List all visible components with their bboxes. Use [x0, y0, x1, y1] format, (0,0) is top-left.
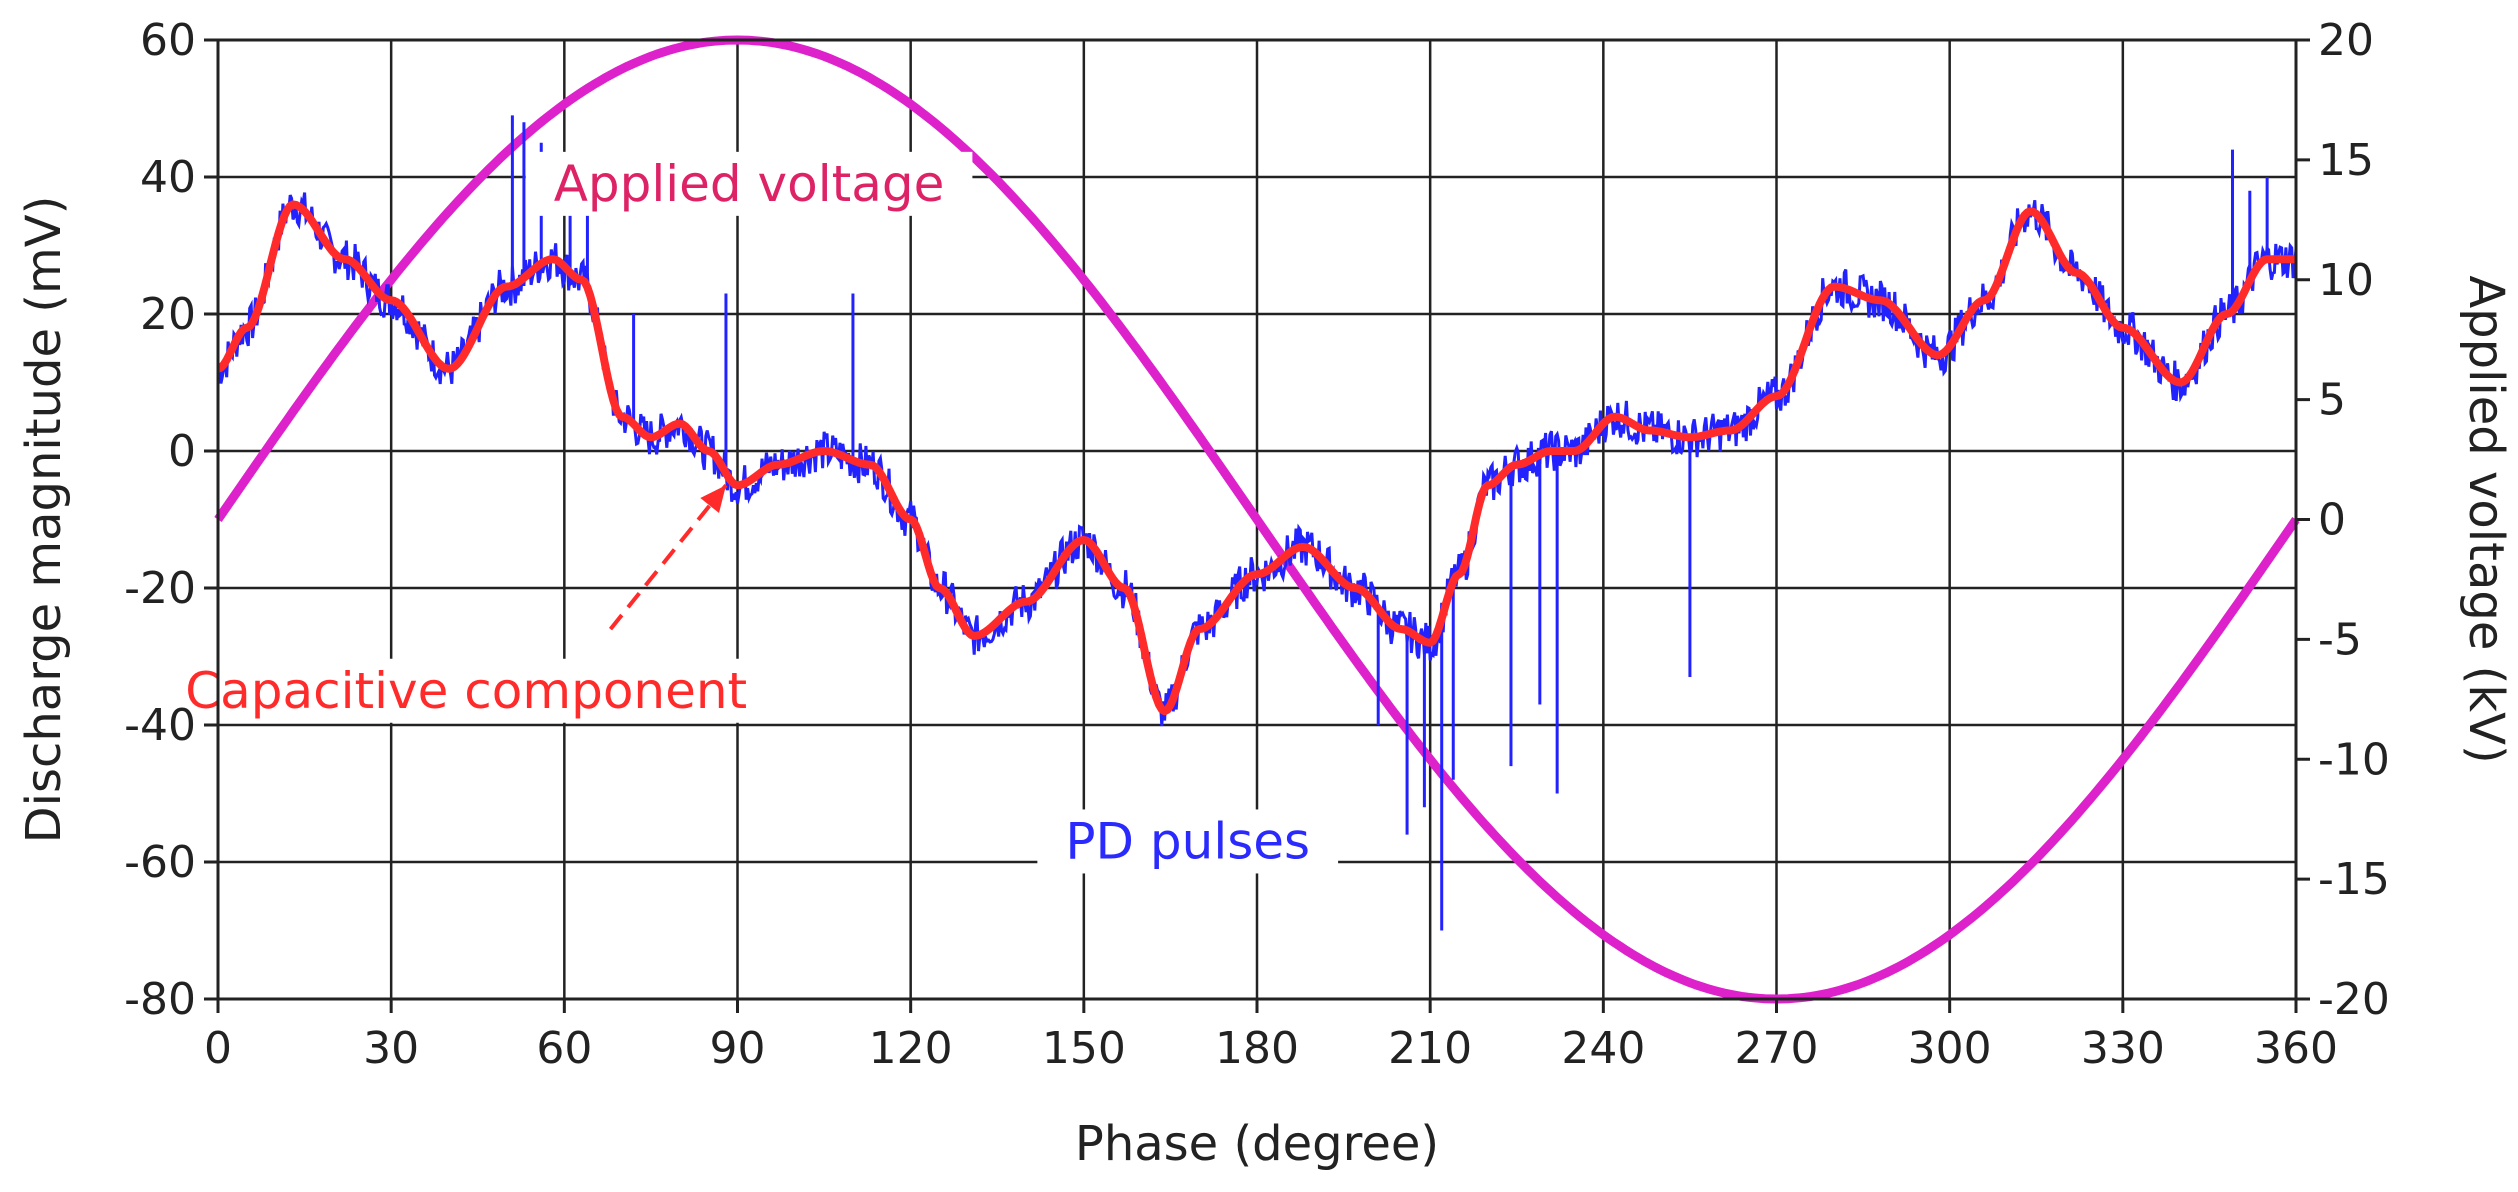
y-tick-label: -40: [124, 700, 196, 751]
annotations: Applied voltage Capacitive component PD …: [157, 151, 1339, 874]
capacitive-arrow: [608, 483, 728, 631]
capacitive-arrowhead: [700, 485, 726, 514]
y2-tick-label: 20: [2318, 15, 2374, 66]
pd-pulses-label: PD pulses: [1065, 812, 1310, 870]
plot-area: [214, 35, 2300, 1004]
x-tick-label: 270: [1735, 1023, 1819, 1074]
x-tick-label: 240: [1561, 1023, 1645, 1074]
y2-axis-title: Applied voltage (kV): [2458, 275, 2514, 763]
capacitive-label-bg: [157, 658, 776, 723]
y2-tick-label: 15: [2318, 135, 2374, 186]
x-tick-label: 210: [1388, 1023, 1472, 1074]
capacitive-component-line: [216, 200, 2298, 716]
x-axis-title: Phase (degree): [1075, 1116, 1439, 1172]
applied-voltage-label-bg: [525, 151, 973, 216]
y-tick-label: -20: [124, 563, 196, 614]
y2-tick-label: 5: [2318, 375, 2346, 426]
x-tick-label: 0: [204, 1023, 232, 1074]
y-tick-label: -60: [124, 837, 196, 888]
x-tick-label: 330: [2081, 1023, 2165, 1074]
x-tick-label: 120: [869, 1023, 953, 1074]
y-tick-label: 0: [168, 426, 196, 477]
x-tick-label: 300: [1908, 1023, 1992, 1074]
x-tick-label: 60: [536, 1023, 592, 1074]
x-tick-label: 180: [1215, 1023, 1299, 1074]
y2-tick-label: -15: [2318, 854, 2390, 905]
applied-voltage-line: [214, 35, 2300, 1004]
x-tick-label: 90: [710, 1023, 766, 1074]
applied-voltage-label: Applied voltage: [554, 155, 945, 213]
y2-tick-label: -20: [2318, 974, 2390, 1025]
x-tick-label: 30: [363, 1023, 419, 1074]
x-tick-label: 150: [1042, 1023, 1126, 1074]
y-tick-label: 60: [140, 15, 196, 66]
y2-tick-label: -10: [2318, 734, 2390, 785]
capacitive-component-label: Capacitive component: [185, 662, 747, 720]
y2-tick-label: 10: [2318, 255, 2374, 306]
y-tick-label: 20: [140, 289, 196, 340]
x-tick-label: 360: [2254, 1023, 2338, 1074]
y2-tick-label: -5: [2318, 614, 2362, 665]
y-axis-title: Discharge magnitude (mV): [16, 196, 72, 844]
ticks: 0 30 60 90 120 150 180 210 240 270 300 330 360604020…: [124, 15, 2390, 1074]
pd-pulses-label-bg: [1037, 809, 1339, 874]
y2-tick-label: 0: [2318, 495, 2346, 546]
y-tick-label: 40: [140, 152, 196, 203]
y-tick-label: -80: [124, 974, 196, 1025]
pd-pulses-line: [216, 192, 2298, 727]
